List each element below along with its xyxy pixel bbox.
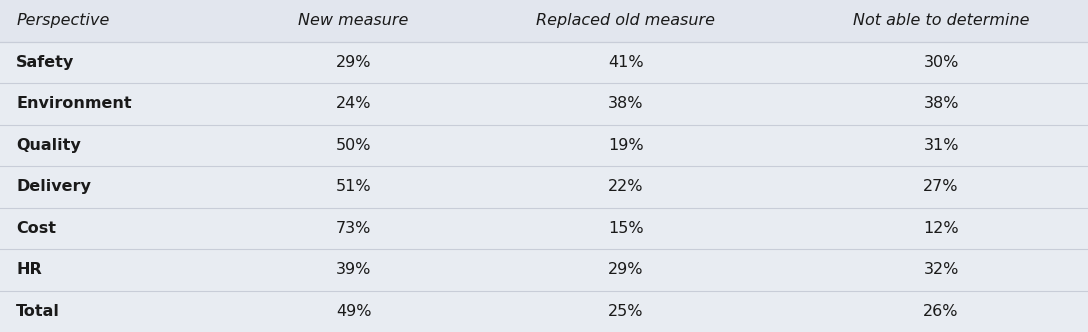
Text: 24%: 24% bbox=[336, 96, 371, 111]
Bar bbox=[0, 208, 250, 249]
Text: 29%: 29% bbox=[336, 55, 371, 70]
Bar bbox=[457, 124, 794, 166]
Bar bbox=[0, 0, 1088, 42]
Bar bbox=[794, 42, 1088, 83]
Text: Not able to determine: Not able to determine bbox=[853, 13, 1029, 28]
Text: 29%: 29% bbox=[608, 262, 643, 277]
Text: Total: Total bbox=[16, 304, 60, 319]
Bar bbox=[250, 290, 457, 332]
Text: 31%: 31% bbox=[924, 138, 959, 153]
Text: Replaced old measure: Replaced old measure bbox=[536, 13, 715, 28]
Bar bbox=[457, 290, 794, 332]
Bar bbox=[457, 208, 794, 249]
Text: 12%: 12% bbox=[924, 221, 959, 236]
Text: 38%: 38% bbox=[608, 96, 643, 111]
Bar bbox=[0, 166, 250, 208]
Bar bbox=[250, 124, 457, 166]
Bar bbox=[794, 124, 1088, 166]
Bar bbox=[457, 83, 794, 124]
Text: 49%: 49% bbox=[336, 304, 371, 319]
Bar bbox=[794, 290, 1088, 332]
Text: 51%: 51% bbox=[336, 179, 371, 194]
Text: 73%: 73% bbox=[336, 221, 371, 236]
Bar bbox=[250, 166, 457, 208]
Bar bbox=[250, 249, 457, 290]
Text: 39%: 39% bbox=[336, 262, 371, 277]
Text: 30%: 30% bbox=[924, 55, 959, 70]
Bar bbox=[250, 83, 457, 124]
Text: 27%: 27% bbox=[924, 179, 959, 194]
Text: 22%: 22% bbox=[608, 179, 643, 194]
Bar bbox=[457, 42, 794, 83]
Bar bbox=[0, 249, 250, 290]
Bar bbox=[794, 83, 1088, 124]
Text: Delivery: Delivery bbox=[16, 179, 91, 194]
Text: HR: HR bbox=[16, 262, 42, 277]
Bar bbox=[0, 290, 250, 332]
Bar bbox=[457, 249, 794, 290]
Bar bbox=[250, 42, 457, 83]
Text: Perspective: Perspective bbox=[16, 13, 110, 28]
Bar bbox=[794, 166, 1088, 208]
Text: 15%: 15% bbox=[608, 221, 643, 236]
Bar bbox=[0, 42, 250, 83]
Bar bbox=[794, 208, 1088, 249]
Bar bbox=[794, 249, 1088, 290]
Text: Quality: Quality bbox=[16, 138, 82, 153]
Text: 19%: 19% bbox=[608, 138, 643, 153]
Bar bbox=[0, 83, 250, 124]
Text: Environment: Environment bbox=[16, 96, 132, 111]
Bar bbox=[250, 208, 457, 249]
Text: Cost: Cost bbox=[16, 221, 57, 236]
Bar bbox=[457, 166, 794, 208]
Text: New measure: New measure bbox=[298, 13, 409, 28]
Text: Safety: Safety bbox=[16, 55, 75, 70]
Text: 41%: 41% bbox=[608, 55, 643, 70]
Text: 32%: 32% bbox=[924, 262, 959, 277]
Bar bbox=[0, 124, 250, 166]
Text: 26%: 26% bbox=[924, 304, 959, 319]
Text: 25%: 25% bbox=[608, 304, 643, 319]
Text: 50%: 50% bbox=[336, 138, 371, 153]
Text: 38%: 38% bbox=[924, 96, 959, 111]
